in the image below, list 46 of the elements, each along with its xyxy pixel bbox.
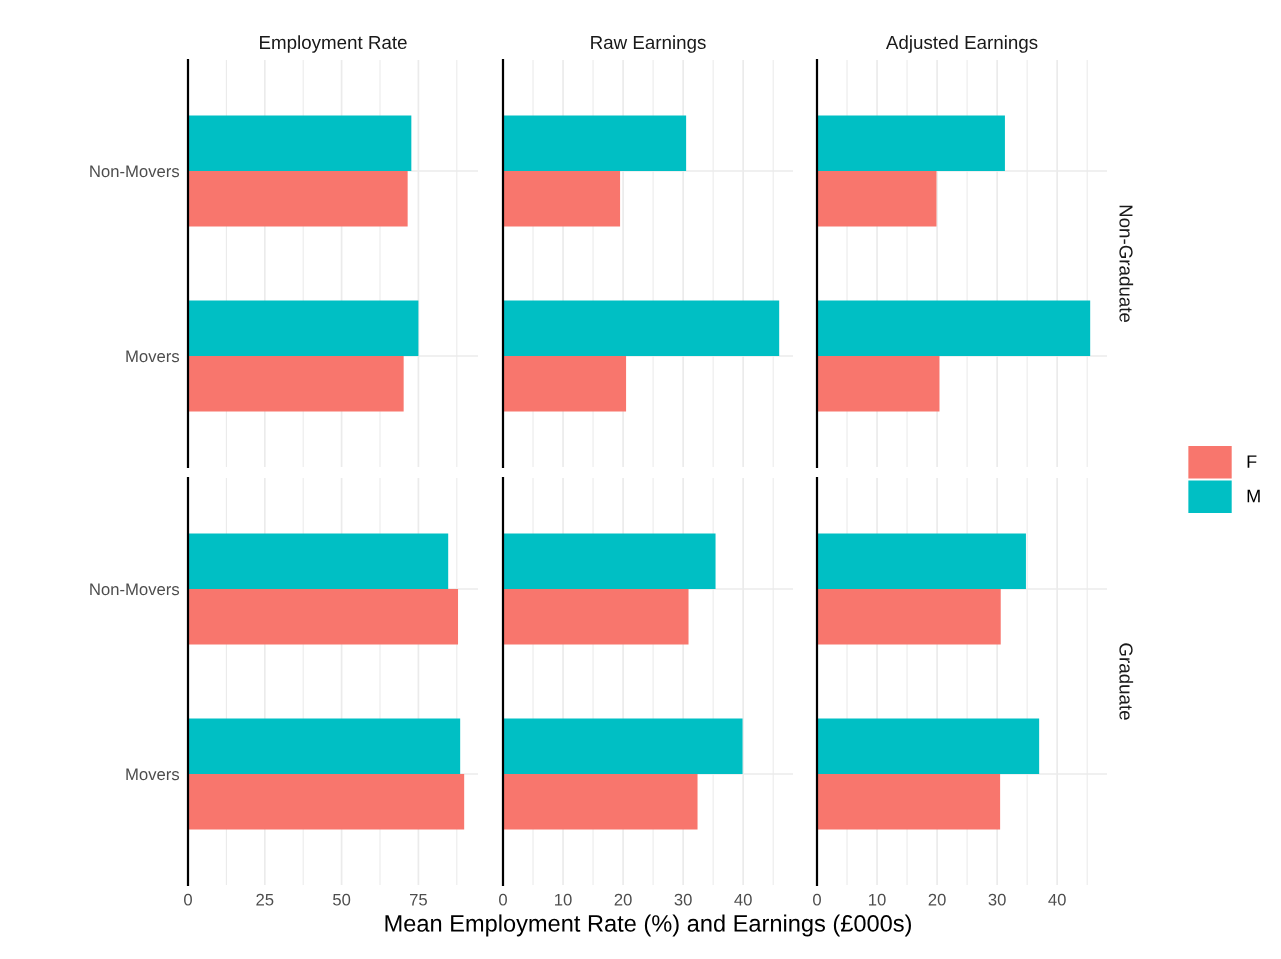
x-tick-label: 10 — [869, 893, 886, 906]
x-tick-label: 0 — [813, 893, 821, 906]
chart-title: Raw Earnings — [591, 35, 706, 53]
x-tick-label: 30 — [988, 893, 1006, 906]
bar — [817, 171, 937, 227]
bar — [817, 533, 1026, 589]
bar — [503, 533, 716, 589]
bar — [503, 300, 780, 356]
bar — [503, 589, 689, 645]
text: Graduate — [1119, 643, 1134, 720]
bar — [817, 774, 1001, 830]
bar — [188, 774, 465, 830]
bar — [188, 718, 461, 774]
x-tick-label: 0 — [184, 893, 192, 906]
y-tick-label: Movers — [126, 768, 180, 781]
y-tick-label: Non-Movers — [90, 165, 180, 178]
x-tick-label: 20 — [928, 893, 946, 906]
bar — [817, 589, 1001, 645]
bar — [188, 589, 459, 645]
text: Non-Graduate — [1119, 205, 1134, 323]
legend-label: M — [1247, 489, 1260, 503]
bar — [817, 300, 1091, 356]
x-tick-label: 25 — [256, 893, 274, 906]
bar — [817, 115, 1005, 171]
bar — [817, 356, 940, 412]
x-tick-label: 50 — [333, 893, 351, 906]
x-tick-label: 40 — [734, 893, 752, 906]
bar — [503, 171, 621, 227]
x-tick-label: 10 — [555, 893, 572, 906]
chart-title: Adjusted Earnings — [885, 35, 1038, 53]
x-tick-label: 30 — [674, 893, 692, 906]
x-tick-label: 40 — [1048, 893, 1066, 906]
bar — [817, 718, 1040, 774]
bar — [503, 718, 743, 774]
bar — [503, 115, 687, 171]
x-axis-title: Mean Employment Rate (%) and Earnings (£000s) — [385, 914, 911, 937]
y-tick-label: Movers — [126, 350, 180, 363]
x-tick-label: 20 — [614, 893, 632, 906]
x-tick-label: 75 — [409, 893, 427, 906]
bar — [503, 356, 627, 412]
y-tick-label: Non-Movers — [90, 583, 180, 596]
legend-label: F — [1247, 455, 1257, 468]
bar — [503, 774, 698, 830]
bar — [188, 533, 449, 589]
x-tick-label: 0 — [499, 893, 507, 906]
chart-title: Employment Rate — [260, 35, 407, 53]
